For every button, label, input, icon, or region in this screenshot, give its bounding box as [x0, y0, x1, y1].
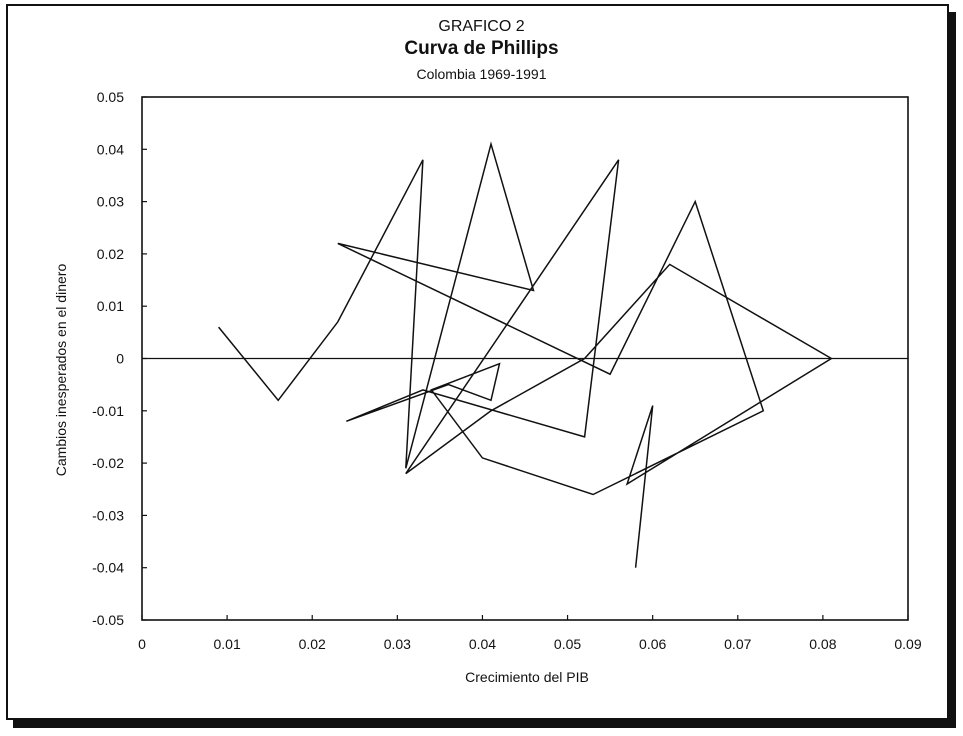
x-tick-label: 0.01: [213, 636, 240, 652]
chart-title: Curva de Phillips: [404, 38, 559, 59]
chart-subtitle: Colombia 1969-1991: [416, 66, 547, 82]
y-tick-label: -0.03: [92, 507, 124, 523]
x-axis-label: Crecimiento del PIB: [465, 669, 589, 685]
y-tick-label: 0.04: [97, 141, 124, 157]
y-tick-label: -0.05: [92, 612, 124, 628]
x-tick-label: 0.08: [809, 636, 836, 652]
series-line: [218, 141, 833, 568]
x-tick-label: 0.04: [469, 636, 496, 652]
y-tick-label: -0.04: [92, 560, 124, 576]
x-tick-label: 0.03: [384, 636, 411, 652]
x-tick-label: 0: [138, 636, 146, 652]
y-tick-label: 0.02: [97, 246, 124, 262]
y-tick-label: 0.05: [97, 89, 124, 105]
x-tick-label: 0.06: [639, 636, 666, 652]
x-tick-label: 0.09: [894, 636, 921, 652]
y-tick-label: 0: [116, 351, 124, 367]
x-tick-label: 0.02: [299, 636, 326, 652]
y-tick-label: -0.01: [92, 403, 124, 419]
y-tick-label: -0.02: [92, 455, 124, 471]
x-tick-label: 0.05: [554, 636, 581, 652]
chart-frame: [6, 4, 949, 720]
y-tick-label: 0.03: [97, 194, 124, 210]
chart-header: GRAFICO 2: [438, 18, 525, 35]
y-axis-label: Cambios inesperados en el dinero: [53, 264, 69, 477]
x-tick-label: 0.07: [724, 636, 751, 652]
y-tick-label: 0.01: [97, 298, 124, 314]
